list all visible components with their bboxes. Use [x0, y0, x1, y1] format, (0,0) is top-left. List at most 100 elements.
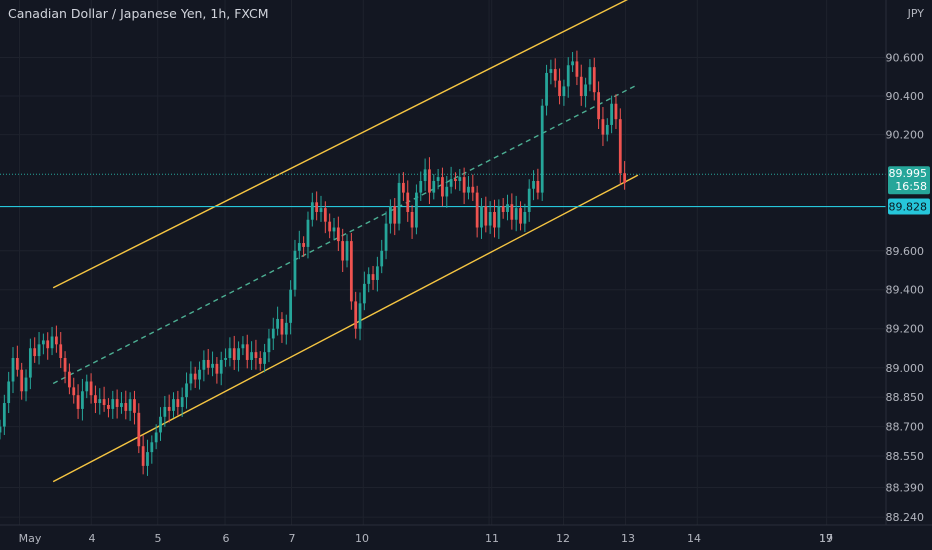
candle [532, 170, 535, 201]
candle [224, 348, 227, 367]
candle [441, 167, 444, 207]
time-tick-label: 7 [289, 532, 296, 545]
candle-body [41, 340, 45, 345]
candle [358, 292, 362, 341]
candle-body [419, 180, 423, 193]
candle-body [37, 344, 41, 357]
candle-body [254, 352, 258, 359]
candle-body [55, 336, 58, 345]
candle [349, 232, 353, 310]
candle-body [271, 328, 275, 339]
candle [497, 199, 501, 239]
candle-body [601, 119, 605, 135]
candle-body [46, 340, 50, 349]
price-axis-background[interactable] [886, 0, 932, 550]
candle [76, 384, 80, 419]
time-tick-label: 14 [687, 532, 701, 545]
candle [375, 256, 379, 292]
candle [185, 372, 188, 409]
candle-body [402, 182, 405, 193]
candle [566, 57, 570, 98]
candle-body [553, 69, 557, 81]
price-tick-label: 89.600 [886, 245, 925, 258]
candle [540, 98, 544, 201]
candle-body [0, 426, 2, 433]
candle [20, 362, 24, 400]
channel-midline[interactable] [52, 83, 639, 385]
candle [241, 336, 245, 356]
candle [50, 326, 54, 356]
candle-body [445, 186, 449, 197]
candle-body [7, 381, 11, 404]
candle-body [558, 80, 561, 97]
candle [393, 198, 397, 236]
candle-body [302, 243, 306, 247]
candle [397, 173, 401, 231]
candle [389, 199, 392, 234]
time-tick-label: 11 [485, 532, 499, 545]
candle [107, 398, 110, 418]
candle [410, 205, 414, 239]
candle [415, 184, 418, 235]
candle [81, 378, 84, 421]
candle [454, 172, 457, 190]
candle-body [384, 223, 388, 251]
candle-body [410, 211, 414, 228]
candlestick-series [0, 50, 627, 476]
candle [141, 435, 145, 475]
candle-body [571, 61, 574, 66]
price-tick-label: 88.390 [886, 482, 925, 495]
candle [601, 107, 605, 146]
candle-body [597, 92, 600, 120]
candle-body [11, 358, 15, 382]
candle-body [107, 404, 110, 409]
candle [402, 172, 405, 201]
channel-upper-line[interactable] [52, 0, 638, 289]
candle [579, 64, 583, 106]
candle-body [588, 67, 592, 85]
candle-body [72, 387, 76, 396]
candle [445, 175, 449, 208]
candle-body [241, 344, 245, 349]
candle [605, 118, 609, 142]
candle [523, 203, 527, 232]
horizontal-level-value: 89.828 [889, 201, 928, 214]
candle [33, 337, 37, 363]
candle [159, 407, 162, 441]
candle [475, 185, 479, 238]
candle-body [540, 105, 544, 193]
candle [614, 94, 618, 130]
candle [592, 57, 596, 101]
price-tick-label: 88.700 [886, 421, 925, 434]
candle-body [163, 406, 167, 417]
candle-body [488, 211, 492, 226]
candle-body [519, 208, 522, 224]
trend-channel[interactable] [0, 0, 886, 483]
candle [0, 419, 2, 440]
candle-body [76, 395, 80, 409]
candle-body [33, 348, 37, 357]
candle-body [375, 266, 379, 280]
price-tick-label: 89.200 [886, 323, 925, 336]
price-tick-label: 88.240 [886, 511, 925, 524]
candle-body [137, 412, 141, 447]
candle-body [562, 86, 566, 97]
candle [232, 335, 236, 370]
candle-body [167, 406, 171, 411]
candle [41, 333, 45, 355]
candle-body [284, 322, 288, 335]
candle-body [393, 206, 397, 224]
price-tick-label: 90.200 [886, 129, 925, 142]
channel-lower-line[interactable] [52, 174, 639, 483]
candle-body [310, 202, 314, 220]
horizontal-level-badge: 89.828 [888, 198, 930, 215]
candle [536, 168, 540, 200]
candle-body [328, 221, 332, 232]
price-tick-label: 89.400 [886, 284, 925, 297]
candle-body [605, 124, 609, 135]
candle [37, 332, 41, 365]
candle [527, 179, 531, 222]
